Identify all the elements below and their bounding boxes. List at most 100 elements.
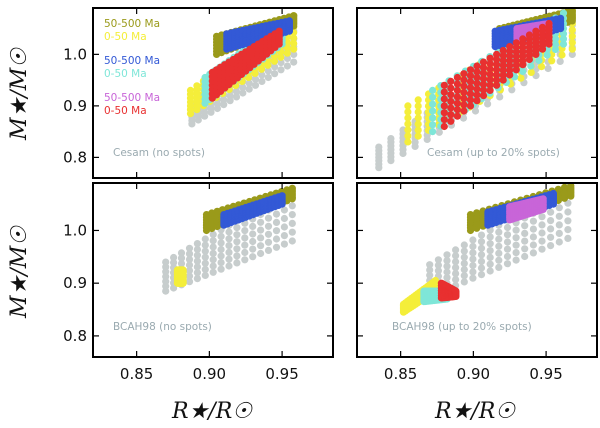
legend-entry: 0-50 Ma	[104, 68, 147, 80]
data-point	[503, 238, 512, 246]
data-point	[217, 252, 225, 260]
data-point	[288, 228, 296, 236]
data-point	[537, 63, 546, 71]
data-point	[479, 75, 488, 83]
data-point	[473, 62, 481, 70]
data-point	[233, 231, 241, 239]
data-point	[280, 206, 288, 214]
data-point	[429, 121, 437, 129]
data-point	[447, 104, 455, 112]
data-point	[251, 69, 259, 77]
data-point	[555, 212, 563, 220]
panel-frame	[356, 182, 598, 358]
data-point	[564, 226, 572, 234]
data-point	[538, 229, 546, 237]
data-point	[201, 241, 209, 249]
data-point	[249, 237, 257, 246]
data-point	[264, 222, 273, 230]
scatter-panel	[399, 183, 575, 316]
data-point	[469, 249, 477, 257]
y-tick-label: 1.0	[63, 221, 87, 239]
data-point	[459, 114, 468, 122]
data-point	[521, 237, 529, 245]
data-point	[521, 252, 529, 261]
data-point	[493, 55, 501, 64]
data-point	[466, 84, 475, 92]
data-point	[493, 81, 501, 89]
data-point	[429, 86, 437, 94]
y-axis-label-bottom: M★/M☉	[7, 225, 32, 319]
data-point	[264, 230, 273, 238]
data-point	[469, 255, 477, 263]
data-point	[551, 40, 560, 48]
data-point	[387, 135, 395, 143]
data-point	[225, 262, 233, 270]
data-point	[443, 274, 451, 282]
x-axis-label-right: R★/R☉	[434, 399, 516, 424]
panel-annotation: Cesam (up to 20% spots)	[427, 147, 560, 159]
data-point	[275, 27, 283, 35]
data-point	[249, 253, 257, 261]
data-point	[209, 237, 217, 245]
data-point	[496, 93, 504, 101]
data-point	[283, 54, 291, 63]
data-point	[272, 218, 281, 226]
data-point	[288, 219, 296, 227]
data-point	[414, 102, 422, 110]
data-point	[232, 88, 241, 96]
y-tick-label: 0.8	[63, 148, 87, 166]
y-tick-label: 0.9	[63, 97, 87, 115]
data-point	[559, 35, 568, 43]
data-point	[193, 240, 201, 248]
data-point	[288, 237, 296, 245]
data-point	[568, 32, 576, 40]
y-tick-label: 0.9	[63, 274, 87, 292]
data-point	[547, 242, 555, 250]
data-point	[543, 51, 551, 59]
data-point	[404, 132, 412, 140]
data-point	[460, 95, 468, 103]
data-point	[499, 71, 507, 79]
data-point	[551, 45, 560, 54]
data-point	[434, 267, 442, 275]
data-point	[486, 60, 494, 68]
data-point	[503, 223, 512, 232]
data-point	[177, 249, 186, 257]
data-point	[264, 61, 272, 69]
data-point	[529, 225, 538, 233]
y-tick-label: 1.0	[63, 45, 87, 63]
data-point	[264, 238, 273, 246]
data-point	[232, 93, 241, 101]
data-point	[466, 102, 475, 110]
data-point	[241, 234, 249, 242]
data-point	[186, 86, 195, 94]
data-point	[217, 232, 225, 240]
data-point	[473, 79, 481, 87]
data-point	[503, 252, 512, 261]
data-point	[193, 82, 201, 90]
data-point	[233, 238, 241, 246]
data-point	[257, 242, 265, 250]
data-point	[538, 23, 547, 31]
data-point	[217, 245, 225, 254]
data-point	[477, 257, 486, 265]
panel-frame	[92, 7, 334, 179]
data-point	[512, 226, 520, 234]
data-point	[257, 226, 265, 234]
data-point	[453, 73, 461, 82]
data-point	[233, 224, 241, 232]
legend-entry: 50-500 Ma	[104, 92, 160, 104]
data-point	[249, 230, 257, 238]
data-point	[453, 86, 461, 94]
data-point	[452, 287, 460, 295]
data-point	[440, 116, 448, 124]
data-point	[414, 132, 422, 140]
data-point	[440, 122, 448, 131]
data-point	[209, 262, 217, 270]
data-point	[208, 209, 216, 217]
data-point	[453, 93, 461, 101]
data-point	[414, 108, 422, 116]
data-point	[527, 68, 535, 76]
data-point	[469, 268, 477, 276]
